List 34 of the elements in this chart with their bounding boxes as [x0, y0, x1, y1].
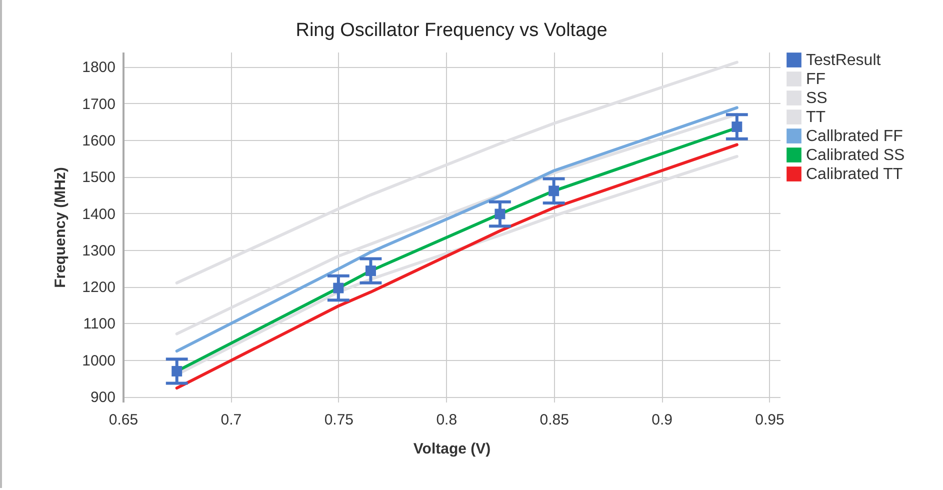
- legend-label: TT: [806, 109, 826, 126]
- point: [548, 186, 560, 196]
- x-tick-label: 0.85: [540, 412, 569, 428]
- y-tick-label: 1600: [82, 132, 116, 150]
- legend-label: Calibrated SS: [806, 147, 905, 164]
- y-tick-label: 1300: [82, 242, 116, 260]
- y-tick-label: 1800: [82, 59, 116, 76]
- x-tick-label: 0.7: [220, 412, 242, 428]
- point: [365, 266, 376, 276]
- x-tick-label: 0.65: [108, 412, 138, 428]
- legend-label: FF: [806, 71, 826, 88]
- x-axis-title: Voltage (V): [413, 440, 491, 458]
- chart-title: Ring Oscillator Frequency vs Voltage: [296, 20, 608, 41]
- x-tick-label: 0.75: [324, 412, 354, 428]
- point: [494, 208, 506, 220]
- y-axis-title: Frequency (MHz): [52, 167, 70, 288]
- y-tick-label: 1700: [82, 96, 116, 113]
- y-tick-label: 1000: [82, 352, 116, 370]
- x-tick-label: 0.9: [652, 412, 672, 428]
- legend-label: Callbrated FF: [806, 128, 904, 145]
- x-tick-label: 0.95: [755, 412, 784, 428]
- line-series: [175, 60, 738, 284]
- legend-label: Calibrated TT: [806, 166, 903, 183]
- y-tick-label: 1400: [82, 206, 116, 223]
- x-tick-label: 0.8: [436, 412, 458, 428]
- point: [333, 282, 344, 294]
- point: [732, 122, 742, 132]
- legend-label: TestResult: [806, 52, 882, 69]
- y-tick-label: 900: [90, 389, 116, 406]
- y-tick-label: 1500: [82, 169, 116, 186]
- y-tick-label: 1100: [83, 316, 116, 333]
- legend-label: SS: [806, 90, 828, 107]
- y-tick-label: 1200: [82, 279, 116, 296]
- point: [172, 366, 182, 376]
